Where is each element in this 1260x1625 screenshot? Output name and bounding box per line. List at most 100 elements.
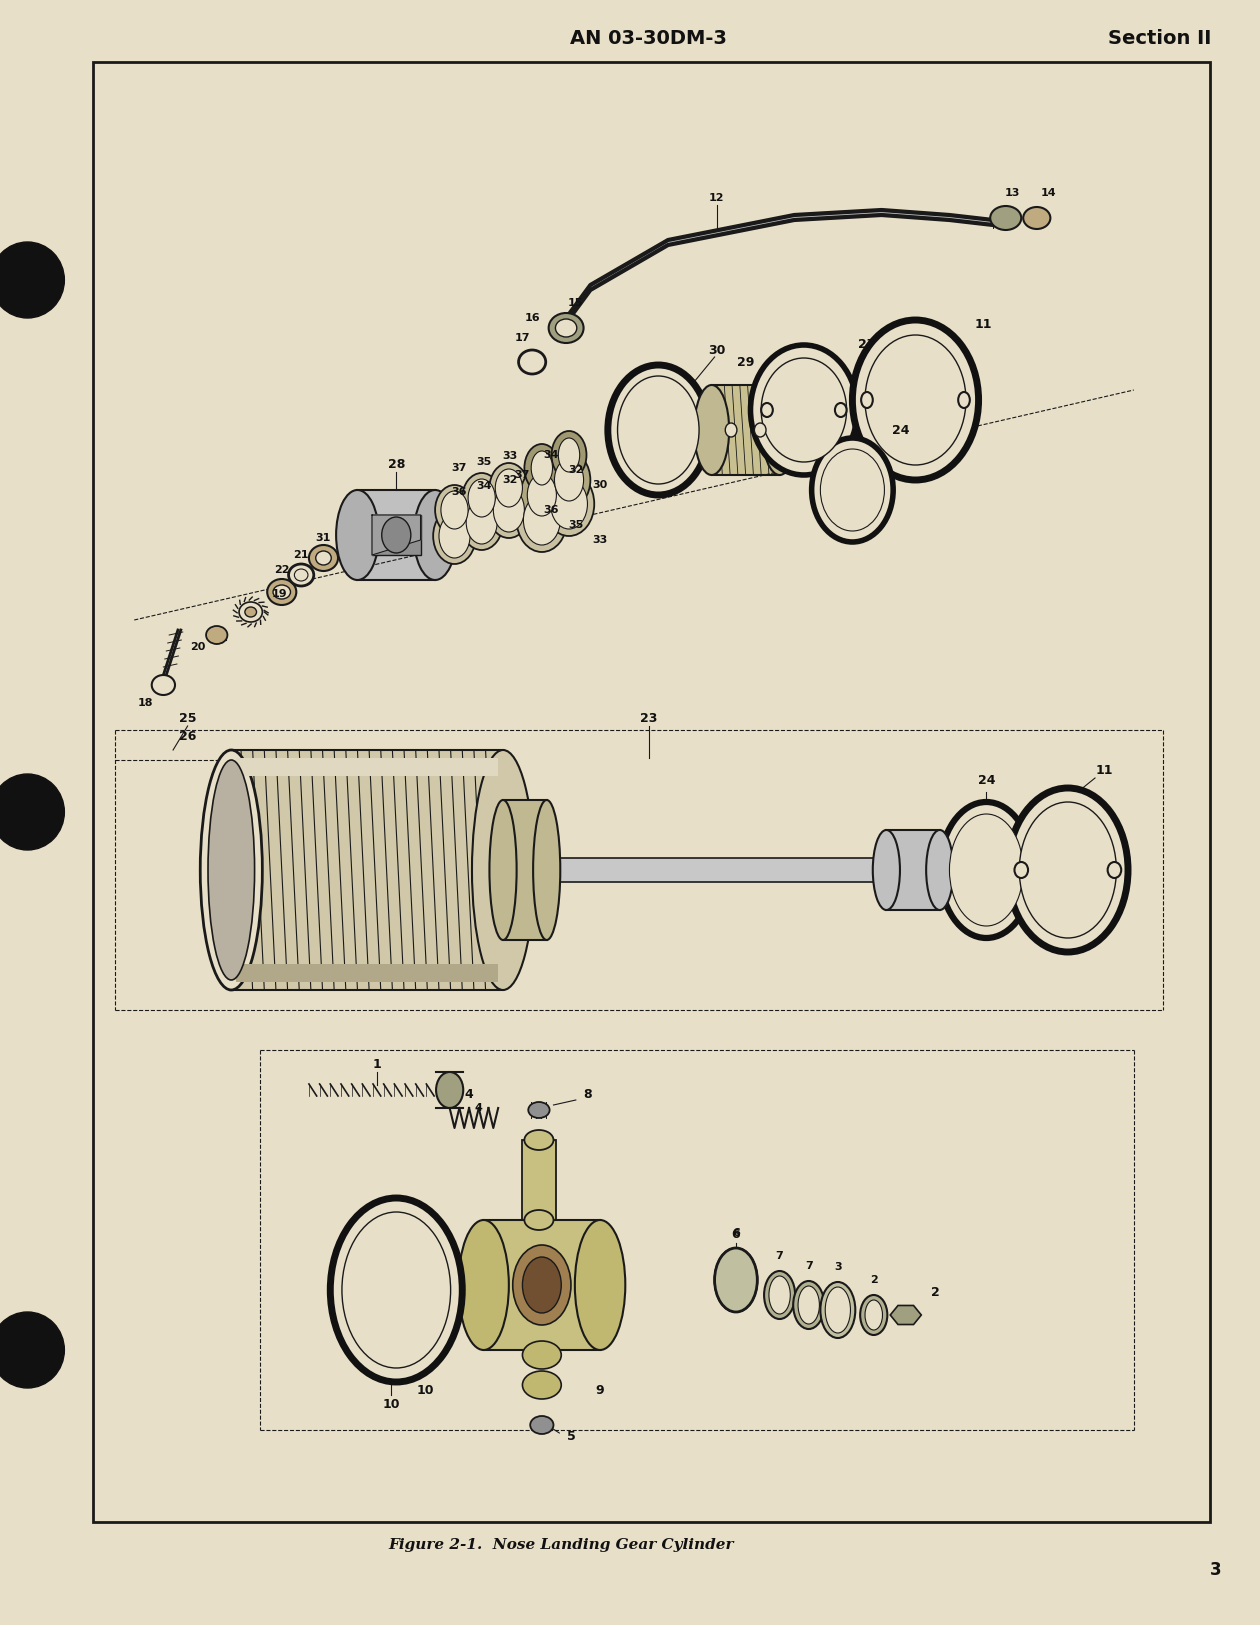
Ellipse shape: [769, 1276, 790, 1315]
Ellipse shape: [341, 1212, 451, 1368]
Text: 13: 13: [1004, 188, 1021, 198]
Text: 29: 29: [737, 356, 755, 369]
Text: 27: 27: [858, 338, 876, 351]
Text: 11: 11: [975, 318, 992, 331]
Text: 8: 8: [583, 1089, 592, 1102]
Ellipse shape: [459, 1220, 509, 1350]
Bar: [799, 361, 809, 374]
Ellipse shape: [575, 1220, 625, 1350]
Ellipse shape: [607, 366, 709, 496]
Text: 15: 15: [568, 297, 583, 309]
Ellipse shape: [617, 375, 699, 484]
Polygon shape: [372, 515, 421, 556]
Polygon shape: [891, 1305, 921, 1324]
Ellipse shape: [523, 496, 561, 544]
Ellipse shape: [751, 344, 857, 474]
Ellipse shape: [714, 1248, 757, 1311]
Ellipse shape: [472, 751, 534, 990]
Ellipse shape: [441, 491, 469, 530]
Text: 2: 2: [869, 1276, 878, 1285]
Circle shape: [0, 1311, 64, 1388]
Text: 25: 25: [179, 712, 197, 725]
Text: 35: 35: [476, 457, 491, 466]
Bar: [886, 830, 940, 910]
Ellipse shape: [519, 349, 546, 374]
Ellipse shape: [460, 494, 503, 549]
Circle shape: [0, 774, 64, 850]
Text: 3: 3: [1210, 1562, 1221, 1580]
Ellipse shape: [200, 751, 262, 990]
Ellipse shape: [794, 1280, 824, 1329]
Ellipse shape: [866, 335, 966, 465]
Ellipse shape: [714, 1248, 757, 1311]
Ellipse shape: [1014, 861, 1028, 878]
Ellipse shape: [466, 500, 498, 544]
Ellipse shape: [462, 473, 501, 523]
Text: 4: 4: [465, 1089, 474, 1102]
Text: 17: 17: [514, 333, 530, 343]
Bar: [503, 800, 547, 939]
Text: 23: 23: [640, 712, 658, 725]
Ellipse shape: [820, 1282, 856, 1337]
Ellipse shape: [548, 314, 583, 343]
Text: 21: 21: [294, 549, 309, 561]
Ellipse shape: [330, 1198, 462, 1381]
Text: 34: 34: [544, 450, 559, 460]
Text: 18: 18: [139, 699, 154, 708]
Ellipse shape: [940, 803, 1033, 938]
Text: 31: 31: [316, 533, 331, 543]
Ellipse shape: [1008, 788, 1128, 952]
Ellipse shape: [489, 800, 517, 939]
Text: 1: 1: [373, 1058, 382, 1071]
Ellipse shape: [958, 392, 970, 408]
Ellipse shape: [520, 466, 563, 523]
Text: 30: 30: [592, 479, 607, 491]
Text: 24: 24: [978, 774, 995, 786]
Ellipse shape: [764, 1271, 795, 1320]
Text: 10: 10: [417, 1383, 435, 1396]
Ellipse shape: [554, 458, 583, 500]
Ellipse shape: [762, 385, 798, 474]
Text: 3: 3: [834, 1263, 842, 1272]
Ellipse shape: [244, 608, 257, 618]
Ellipse shape: [536, 858, 558, 882]
Text: 7: 7: [805, 1261, 813, 1271]
Text: 26: 26: [179, 730, 197, 743]
Ellipse shape: [861, 392, 873, 408]
Ellipse shape: [990, 206, 1022, 231]
Text: 20: 20: [190, 642, 205, 652]
Ellipse shape: [853, 320, 979, 479]
Ellipse shape: [523, 1258, 561, 1313]
Ellipse shape: [207, 626, 227, 644]
Text: 7: 7: [776, 1251, 784, 1261]
Ellipse shape: [926, 830, 954, 910]
Ellipse shape: [950, 814, 1023, 926]
Ellipse shape: [1079, 858, 1101, 882]
Ellipse shape: [495, 470, 523, 507]
Ellipse shape: [382, 517, 411, 552]
Ellipse shape: [267, 578, 296, 604]
Ellipse shape: [694, 385, 730, 474]
Ellipse shape: [513, 1245, 571, 1324]
Text: 36: 36: [544, 505, 559, 515]
Ellipse shape: [494, 488, 524, 531]
Ellipse shape: [761, 358, 847, 461]
Bar: [232, 751, 503, 990]
Ellipse shape: [523, 1341, 561, 1368]
Text: 34: 34: [476, 481, 491, 491]
Ellipse shape: [316, 551, 331, 565]
Ellipse shape: [558, 439, 580, 471]
Text: 32: 32: [568, 465, 583, 474]
Text: 33: 33: [592, 535, 607, 544]
Text: 5: 5: [567, 1430, 576, 1443]
Ellipse shape: [532, 452, 553, 484]
Ellipse shape: [151, 674, 175, 696]
Ellipse shape: [524, 1211, 553, 1230]
Text: 35: 35: [568, 520, 583, 530]
Text: AN 03-30DM-3: AN 03-30DM-3: [571, 29, 727, 47]
Ellipse shape: [861, 1295, 887, 1336]
Text: 9: 9: [596, 1383, 605, 1396]
Ellipse shape: [438, 514, 470, 557]
Ellipse shape: [811, 439, 893, 543]
Ellipse shape: [524, 444, 559, 492]
